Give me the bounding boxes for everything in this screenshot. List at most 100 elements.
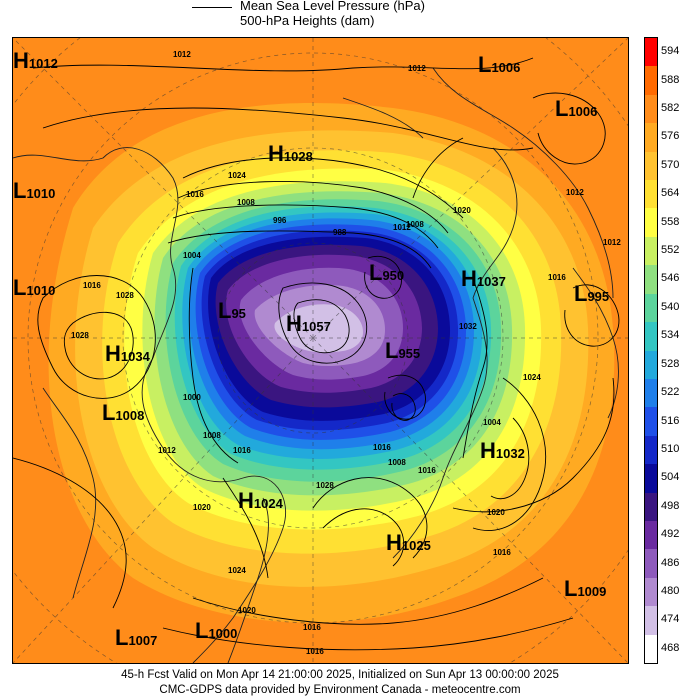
isobar-label: 1024 <box>228 566 246 575</box>
isobar-label: 1016 <box>83 281 101 290</box>
isobar-label: 1012 <box>566 188 584 197</box>
colorbar-tick-label: 492 <box>661 528 680 541</box>
isobar-label: 1016 <box>233 446 251 455</box>
colorbar-tick-label: 582 <box>661 102 680 115</box>
pressure-system-low: L1000 <box>195 618 238 643</box>
colorbar-swatch <box>645 322 657 351</box>
pressure-system-high: H1024 <box>238 488 283 513</box>
isobar-label: 1028 <box>316 481 334 490</box>
isobar-label: 1012 <box>173 50 191 59</box>
isobar-label: 1020 <box>238 606 256 615</box>
colorbar-swatch <box>645 66 657 96</box>
colorbar-tick-label: 528 <box>661 357 680 370</box>
isobar-label: 1020 <box>453 206 471 215</box>
isobar-label: 1008 <box>237 198 255 207</box>
colorbar-swatch <box>645 236 657 266</box>
isobar-label: 1016 <box>373 443 391 452</box>
pressure-system-high: H1032 <box>480 438 525 463</box>
colorbar-swatch <box>645 606 657 636</box>
pressure-system-high: H1028 <box>268 141 313 166</box>
colorbar-swatch <box>645 94 657 124</box>
pressure-system-low: L1006 <box>478 52 521 77</box>
colorbar-swatch <box>645 464 657 494</box>
isobar-label: 988 <box>333 228 347 237</box>
pressure-system-low: L1010 <box>13 178 56 203</box>
isobar-label: 1028 <box>71 331 89 340</box>
colorbar-tick-label: 510 <box>661 442 680 455</box>
isobar-label: 1012 <box>393 223 411 232</box>
pressure-system-low: L1006 <box>555 96 598 121</box>
colorbar-swatch <box>645 350 657 380</box>
pressure-system-low: L1007 <box>115 625 158 650</box>
pressure-system-high: H1037 <box>461 266 506 291</box>
colorbar-swatch <box>645 208 657 238</box>
isobar-label: 1008 <box>203 431 221 440</box>
colorbar-tick-label: 564 <box>661 187 680 200</box>
colorbar-tick-label: 498 <box>661 499 680 512</box>
data-credit: CMC-GDPS data provided by Environment Ca… <box>159 684 521 696</box>
pressure-system-low: L1008 <box>102 400 145 425</box>
isobars <box>13 57 620 651</box>
pressure-system-high: H1034 <box>105 341 150 366</box>
colorbar-swatch <box>645 577 657 607</box>
colorbar-swatch <box>645 151 657 181</box>
colorbar-tick-label: 474 <box>661 613 680 626</box>
isobar-label: 1028 <box>116 291 134 300</box>
colorbar-swatch <box>645 38 657 67</box>
isobar-label: 1016 <box>186 190 204 199</box>
isobar-label: 1012 <box>603 238 621 247</box>
colorbar-tick-label: 546 <box>661 272 680 285</box>
colorbar-tick-label: 486 <box>661 556 680 569</box>
colorbar-swatch <box>645 265 657 295</box>
colorbar-swatch <box>645 492 657 522</box>
colorbar-swatch <box>645 407 657 437</box>
colorbar-tick-label: 558 <box>661 215 680 228</box>
colorbar-tick-label: 540 <box>661 300 680 313</box>
legend-mslp-label: Mean Sea Level Pressure (hPa) <box>240 0 425 13</box>
colorbar-swatch <box>645 520 657 550</box>
isobar-label: 1020 <box>193 503 211 512</box>
isobar-label: 1016 <box>306 647 324 656</box>
isobar-label: 1024 <box>228 171 246 180</box>
colorbar-swatch <box>645 435 657 465</box>
pressure-system-low: L1010 <box>13 275 56 300</box>
colorbar-tick-label: 594 <box>661 45 680 58</box>
colorbar-tick-label: 480 <box>661 584 680 597</box>
colorbar-swatch <box>645 549 657 579</box>
isobar-label: 1008 <box>406 220 424 229</box>
isobar-label: 1016 <box>303 623 321 632</box>
isobar-label: 1032 <box>459 322 477 331</box>
pressure-system-low: L955 <box>385 338 421 363</box>
colorbar-tick-label: 552 <box>661 244 680 257</box>
colorbar-tick-label: 588 <box>661 73 680 86</box>
forecast-valid-time: 45-h Fcst Valid on Mon Apr 14 21:00:00 2… <box>121 669 559 681</box>
weather-map: 1012 1012 1024 1016 1008 996 988 1012 10… <box>12 37 629 664</box>
colorbar-tick-label: 522 <box>661 386 680 399</box>
pressure-system-low: L995 <box>574 281 610 306</box>
isobar-legend-line <box>192 7 232 8</box>
colorbar-swatch <box>645 123 657 153</box>
colorbar-tick-label: 534 <box>661 329 680 342</box>
isobar-label: 1004 <box>183 251 201 260</box>
pressure-system-low: L95 <box>218 298 246 323</box>
isobar-label: 1020 <box>487 508 505 517</box>
isobar-label: 1016 <box>418 466 436 475</box>
colorbar-swatch <box>645 180 657 209</box>
isobar-label: 1004 <box>483 418 501 427</box>
pressure-system-high: H1025 <box>386 530 431 555</box>
colorbar-swatch <box>645 378 657 408</box>
graticule <box>13 38 628 663</box>
colorbar-tick-label: 576 <box>661 130 680 143</box>
isobar-label: 1012 <box>158 446 176 455</box>
colorbar-tick-label: 468 <box>661 641 680 654</box>
height-field-474 <box>274 304 363 353</box>
isobar-label: 1024 <box>523 373 541 382</box>
legend-heights-label: 500-hPa Heights (dam) <box>240 13 375 28</box>
isobar-label: 1008 <box>388 458 406 467</box>
isobar-label: 1000 <box>183 393 201 402</box>
isobar-label: 1016 <box>548 273 566 282</box>
colorbar-tick-label: 570 <box>661 158 680 171</box>
colorbar-swatch <box>645 634 657 664</box>
pressure-system-high: H1057 <box>286 311 331 336</box>
isobar-label: 1012 <box>408 64 426 73</box>
